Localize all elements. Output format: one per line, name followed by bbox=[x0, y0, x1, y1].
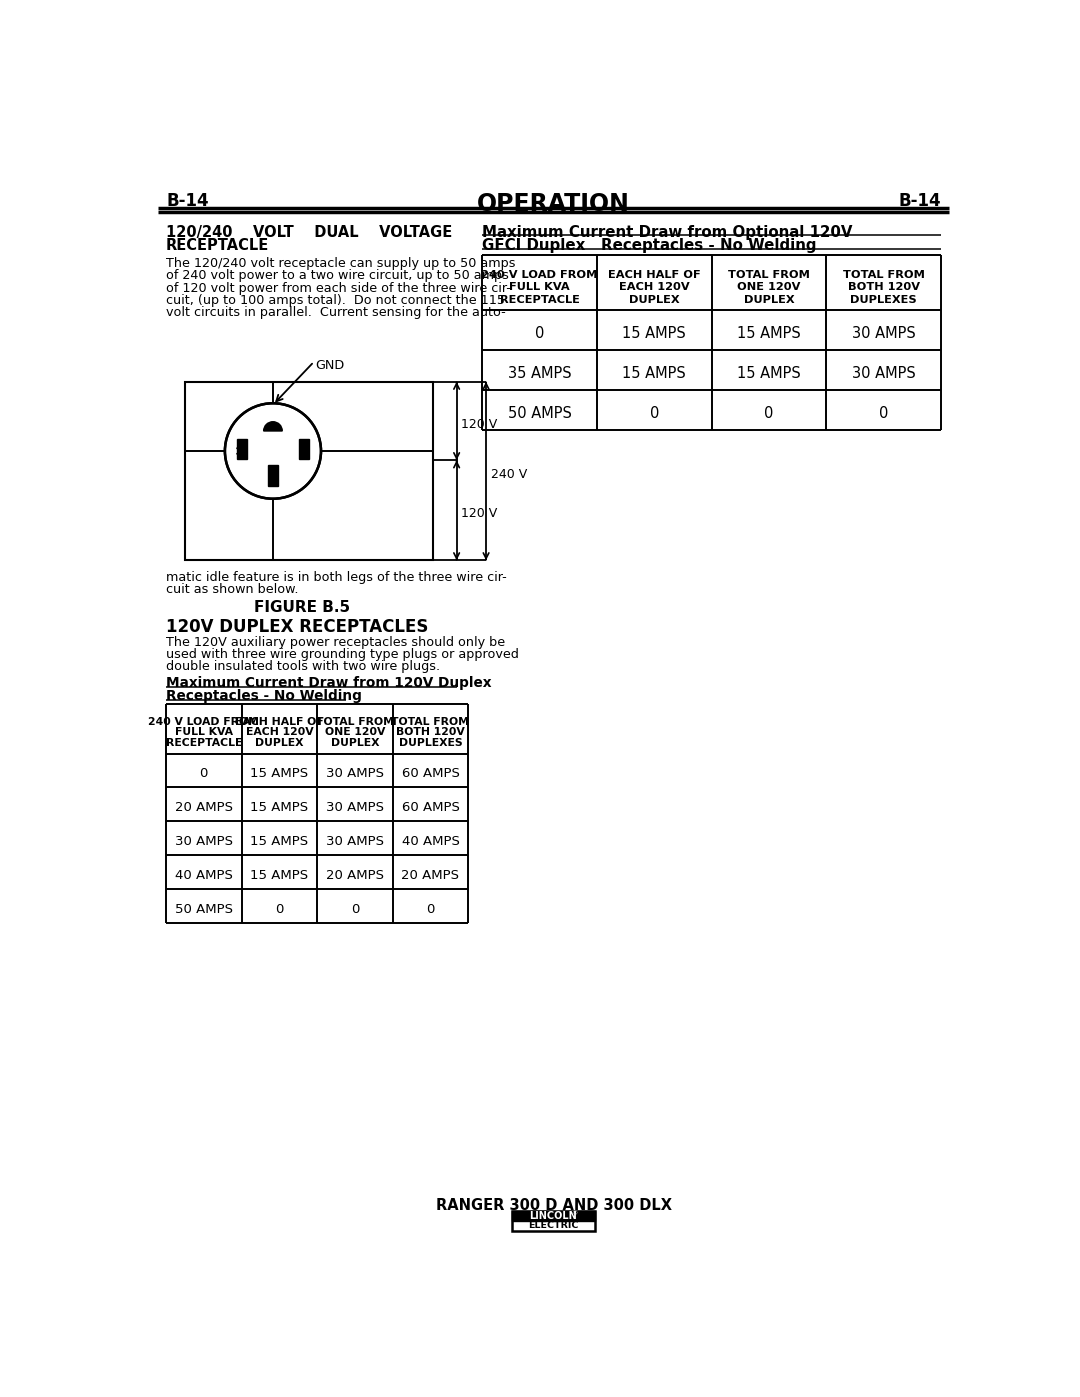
Text: 30 AMPS: 30 AMPS bbox=[326, 835, 383, 848]
Text: EACH HALF OF: EACH HALF OF bbox=[235, 717, 324, 726]
Text: 0: 0 bbox=[427, 902, 434, 916]
Text: EACH 120V: EACH 120V bbox=[245, 728, 313, 738]
Text: matic idle feature is in both legs of the three wire cir-: matic idle feature is in both legs of th… bbox=[166, 571, 507, 584]
Text: Maximum Current Draw from 120V Duplex: Maximum Current Draw from 120V Duplex bbox=[166, 676, 491, 690]
Text: 120 V: 120 V bbox=[461, 418, 498, 430]
Text: GFCI Duplex   Receptacles - No Welding: GFCI Duplex Receptacles - No Welding bbox=[482, 239, 816, 253]
Text: ONE 120V: ONE 120V bbox=[738, 282, 800, 292]
Text: 15 AMPS: 15 AMPS bbox=[251, 835, 309, 848]
Text: 20 AMPS: 20 AMPS bbox=[326, 869, 383, 882]
Text: 20 AMPS: 20 AMPS bbox=[175, 802, 233, 814]
Text: used with three wire grounding type plugs or approved: used with three wire grounding type plug… bbox=[166, 648, 518, 661]
Text: volt circuits in parallel.  Current sensing for the auto-: volt circuits in parallel. Current sensi… bbox=[166, 306, 505, 320]
Text: RECEPTACLE: RECEPTACLE bbox=[500, 295, 580, 305]
Text: 0: 0 bbox=[649, 407, 659, 422]
Bar bbox=[268, 465, 279, 486]
Text: TOTAL FROM: TOTAL FROM bbox=[728, 270, 810, 279]
Text: double insulated tools with two wire plugs.: double insulated tools with two wire plu… bbox=[166, 661, 441, 673]
Text: 15 AMPS: 15 AMPS bbox=[251, 869, 309, 882]
Text: of 240 volt power to a two wire circuit, up to 50 amps: of 240 volt power to a two wire circuit,… bbox=[166, 270, 509, 282]
Text: 30 AMPS: 30 AMPS bbox=[175, 835, 233, 848]
Text: 240 V: 240 V bbox=[490, 468, 527, 481]
Text: 0: 0 bbox=[200, 767, 208, 781]
Text: TOTAL FROM: TOTAL FROM bbox=[391, 717, 470, 726]
Bar bbox=[512, 1211, 595, 1231]
Text: DUPLEXES: DUPLEXES bbox=[399, 738, 462, 749]
Text: BOTH 120V: BOTH 120V bbox=[848, 282, 920, 292]
Text: GND: GND bbox=[315, 359, 345, 372]
Text: 120 V: 120 V bbox=[461, 507, 498, 520]
Text: 240 V LOAD FROM: 240 V LOAD FROM bbox=[482, 270, 597, 279]
Text: 0: 0 bbox=[879, 407, 889, 422]
Text: 30 AMPS: 30 AMPS bbox=[326, 802, 383, 814]
Text: 120/240    VOLT    DUAL    VOLTAGE: 120/240 VOLT DUAL VOLTAGE bbox=[166, 225, 453, 240]
Text: RECEPTACLE: RECEPTACLE bbox=[165, 738, 242, 749]
Bar bbox=[298, 439, 309, 458]
Text: 15 AMPS: 15 AMPS bbox=[251, 802, 309, 814]
Text: cuit, (up to 100 amps total).  Do not connect the 115: cuit, (up to 100 amps total). Do not con… bbox=[166, 293, 505, 307]
Text: Receptacles - No Welding: Receptacles - No Welding bbox=[166, 689, 362, 703]
Text: TOTAL FROM: TOTAL FROM bbox=[842, 270, 924, 279]
Circle shape bbox=[226, 404, 321, 497]
Text: 15 AMPS: 15 AMPS bbox=[737, 366, 801, 381]
Text: LINCOLN: LINCOLN bbox=[529, 1211, 578, 1221]
Bar bbox=[512, 1211, 595, 1221]
Text: TOTAL FROM: TOTAL FROM bbox=[316, 717, 394, 726]
Wedge shape bbox=[264, 422, 282, 432]
Text: FULL KVA: FULL KVA bbox=[175, 728, 233, 738]
Text: EACH HALF OF: EACH HALF OF bbox=[608, 270, 701, 279]
Text: 15 AMPS: 15 AMPS bbox=[737, 327, 801, 341]
Text: The 120/240 volt receptacle can supply up to 50 amps: The 120/240 volt receptacle can supply u… bbox=[166, 257, 515, 270]
Text: 240 V LOAD FROM: 240 V LOAD FROM bbox=[148, 717, 259, 726]
Text: 50 AMPS: 50 AMPS bbox=[175, 902, 233, 916]
Text: B-14: B-14 bbox=[899, 193, 941, 211]
Bar bbox=[238, 439, 247, 458]
Text: DUPLEX: DUPLEX bbox=[255, 738, 303, 749]
Text: 60 AMPS: 60 AMPS bbox=[402, 767, 459, 781]
Text: 30 AMPS: 30 AMPS bbox=[326, 767, 383, 781]
Text: DUPLEXES: DUPLEXES bbox=[850, 295, 917, 305]
Text: ®: ® bbox=[571, 1211, 578, 1215]
Text: 15 AMPS: 15 AMPS bbox=[622, 327, 686, 341]
Text: 20 AMPS: 20 AMPS bbox=[402, 869, 459, 882]
Text: 0: 0 bbox=[275, 902, 284, 916]
Text: 0: 0 bbox=[765, 407, 773, 422]
Text: ONE 120V: ONE 120V bbox=[325, 728, 386, 738]
Text: 120V DUPLEX RECEPTACLES: 120V DUPLEX RECEPTACLES bbox=[166, 617, 429, 636]
Text: 40 AMPS: 40 AMPS bbox=[175, 869, 232, 882]
Text: Maximum Current Draw from Optional 120V: Maximum Current Draw from Optional 120V bbox=[482, 225, 853, 240]
Text: EACH 120V: EACH 120V bbox=[619, 282, 689, 292]
Text: 35 AMPS: 35 AMPS bbox=[508, 366, 571, 381]
Text: 30 AMPS: 30 AMPS bbox=[852, 327, 916, 341]
Text: DUPLEX: DUPLEX bbox=[629, 295, 679, 305]
Text: RECEPTACLE: RECEPTACLE bbox=[166, 239, 269, 253]
Text: FIGURE B.5: FIGURE B.5 bbox=[254, 601, 350, 616]
Text: OPERATION: OPERATION bbox=[477, 193, 630, 217]
Text: ELECTRIC: ELECTRIC bbox=[528, 1221, 579, 1231]
Text: 15 AMPS: 15 AMPS bbox=[622, 366, 686, 381]
Text: 40 AMPS: 40 AMPS bbox=[402, 835, 459, 848]
Text: 15 AMPS: 15 AMPS bbox=[251, 767, 309, 781]
Text: 50 AMPS: 50 AMPS bbox=[508, 407, 571, 422]
Text: of 120 volt power from each side of the three wire cir-: of 120 volt power from each side of the … bbox=[166, 282, 511, 295]
Text: cuit as shown below.: cuit as shown below. bbox=[166, 584, 298, 597]
Text: B-14: B-14 bbox=[166, 193, 208, 211]
Text: DUPLEX: DUPLEX bbox=[330, 738, 379, 749]
Text: DUPLEX: DUPLEX bbox=[744, 295, 794, 305]
Text: 0: 0 bbox=[535, 327, 544, 341]
Text: FULL KVA: FULL KVA bbox=[510, 282, 570, 292]
Text: BOTH 120V: BOTH 120V bbox=[396, 728, 464, 738]
Text: RANGER 300 D AND 300 DLX: RANGER 300 D AND 300 DLX bbox=[435, 1197, 672, 1213]
Text: 30 AMPS: 30 AMPS bbox=[852, 366, 916, 381]
Text: 0: 0 bbox=[351, 902, 359, 916]
Text: 60 AMPS: 60 AMPS bbox=[402, 802, 459, 814]
Text: The 120V auxiliary power receptacles should only be: The 120V auxiliary power receptacles sho… bbox=[166, 636, 505, 648]
